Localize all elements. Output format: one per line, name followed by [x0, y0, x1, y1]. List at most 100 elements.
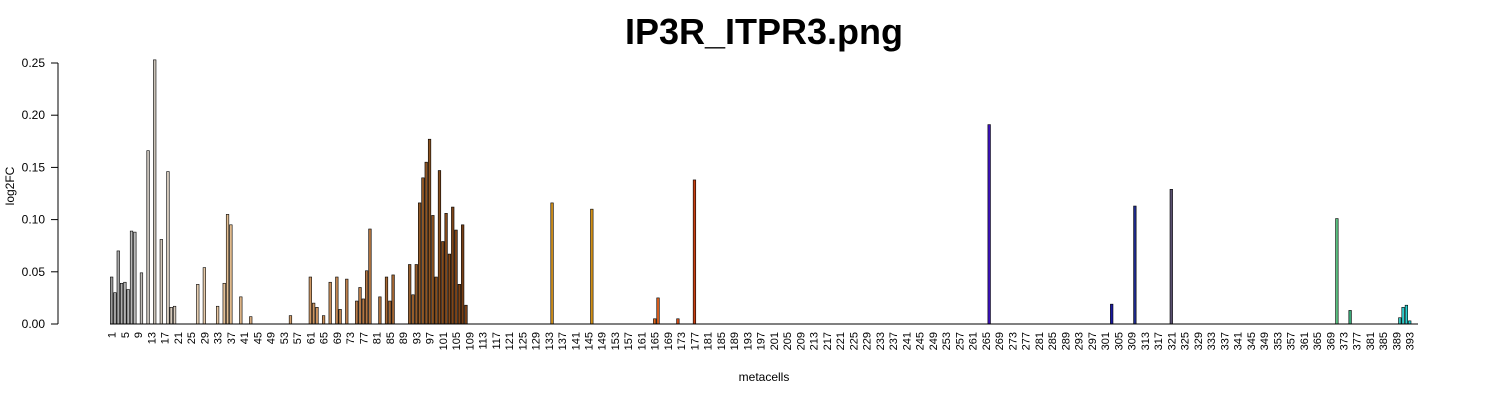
- x-tick-label: 221: [835, 332, 847, 350]
- bar: [378, 296, 382, 325]
- x-tick-label: 13: [146, 332, 158, 344]
- x-axis-label: metacells: [739, 370, 790, 384]
- x-tick-label: 285: [1047, 332, 1059, 350]
- bar: [441, 241, 445, 325]
- x-tick-label: 301: [1100, 332, 1112, 350]
- y-axis-label: log2FC: [3, 166, 17, 205]
- x-tick-label: 317: [1153, 332, 1165, 350]
- bar: [431, 215, 435, 325]
- bar: [411, 294, 415, 325]
- bar: [464, 304, 468, 325]
- bar: [437, 170, 442, 325]
- x-tick-label: 101: [438, 332, 450, 350]
- bar: [424, 161, 428, 325]
- bar: [550, 202, 554, 325]
- bar: [113, 292, 117, 325]
- bar: [345, 278, 349, 325]
- x-tick-label: 169: [663, 332, 675, 350]
- x-tick-label: 1: [107, 332, 119, 338]
- x-tick-label: 69: [332, 332, 344, 344]
- x-tick-label: 141: [570, 332, 582, 350]
- y-tick-label: 0.15: [22, 160, 46, 174]
- x-tick-label: 177: [689, 332, 701, 350]
- bar: [365, 270, 369, 325]
- x-tick-label: 185: [716, 332, 728, 350]
- bar: [391, 274, 395, 325]
- bar: [1110, 303, 1114, 325]
- x-tick-label: 281: [1034, 332, 1046, 350]
- bar: [225, 214, 230, 325]
- bar: [196, 284, 200, 325]
- x-tick-label: 33: [213, 332, 225, 344]
- bar: [172, 305, 177, 325]
- x-tick-label: 137: [557, 332, 569, 350]
- x-tick-label: 201: [769, 332, 781, 350]
- bar: [315, 306, 319, 325]
- x-tick-label: 357: [1286, 332, 1298, 350]
- bar: [288, 315, 293, 325]
- bar: [1401, 306, 1405, 325]
- x-tick-label: 5: [120, 332, 132, 338]
- x-tick-label: 157: [623, 332, 635, 350]
- x-tick-label: 233: [875, 332, 887, 350]
- bar: [216, 305, 220, 325]
- bar: [312, 302, 316, 325]
- x-tick-label: 93: [411, 332, 423, 344]
- x-tick-label: 29: [199, 332, 211, 344]
- bar: [368, 228, 372, 325]
- bar: [457, 284, 461, 325]
- bar: [427, 138, 432, 325]
- x-tick-label: 329: [1193, 332, 1205, 350]
- bar: [1169, 189, 1173, 325]
- x-tick-label: 373: [1338, 332, 1350, 350]
- bar: [169, 306, 173, 325]
- x-tick-label: 173: [676, 332, 688, 350]
- x-tick-label: 361: [1299, 332, 1311, 350]
- x-tick-label: 337: [1219, 332, 1231, 350]
- bar: [1398, 317, 1402, 325]
- x-tick-label: 237: [888, 332, 900, 350]
- x-tick-label: 53: [279, 332, 291, 344]
- x-tick-label: 225: [848, 332, 860, 350]
- bar: [328, 281, 332, 325]
- bar: [335, 276, 339, 325]
- y-tick-label: 0.10: [22, 213, 46, 227]
- x-tick-label: 229: [862, 332, 874, 350]
- x-tick-label: 257: [954, 332, 966, 350]
- x-tick-label: 49: [266, 332, 278, 344]
- x-tick-label: 381: [1365, 332, 1377, 350]
- bar: [434, 276, 438, 325]
- x-tick-label: 305: [1113, 332, 1125, 350]
- x-tick-label: 309: [1127, 332, 1139, 350]
- bar: [408, 264, 412, 325]
- bar: [1348, 310, 1352, 325]
- bar: [308, 276, 312, 325]
- x-tick-label: 245: [915, 332, 927, 350]
- x-tick-label: 213: [809, 332, 821, 350]
- bar: [384, 276, 389, 325]
- bar: [447, 253, 452, 325]
- x-tick-label: 321: [1166, 332, 1178, 350]
- x-tick-label: 265: [981, 332, 993, 350]
- x-tick-label: 325: [1180, 332, 1192, 350]
- y-tick-label: 0.00: [22, 317, 46, 331]
- bar: [653, 318, 657, 325]
- bar: [153, 59, 157, 325]
- x-tick-label: 45: [252, 332, 264, 344]
- bar: [123, 281, 127, 325]
- x-tick-label: 17: [160, 332, 172, 344]
- x-tick-label: 81: [372, 332, 384, 344]
- x-tick-label: 333: [1206, 332, 1218, 350]
- x-tick-label: 113: [478, 332, 490, 350]
- x-tick-label: 297: [1087, 332, 1099, 350]
- y-tick-label: 0.25: [22, 56, 46, 70]
- bar: [1335, 218, 1339, 325]
- x-tick-label: 189: [729, 332, 741, 350]
- bar: [120, 282, 124, 325]
- bar: [1133, 205, 1137, 325]
- x-tick-label: 249: [928, 332, 940, 350]
- bar: [444, 213, 448, 325]
- x-tick-label: 253: [941, 332, 953, 350]
- x-tick-label: 269: [994, 332, 1006, 350]
